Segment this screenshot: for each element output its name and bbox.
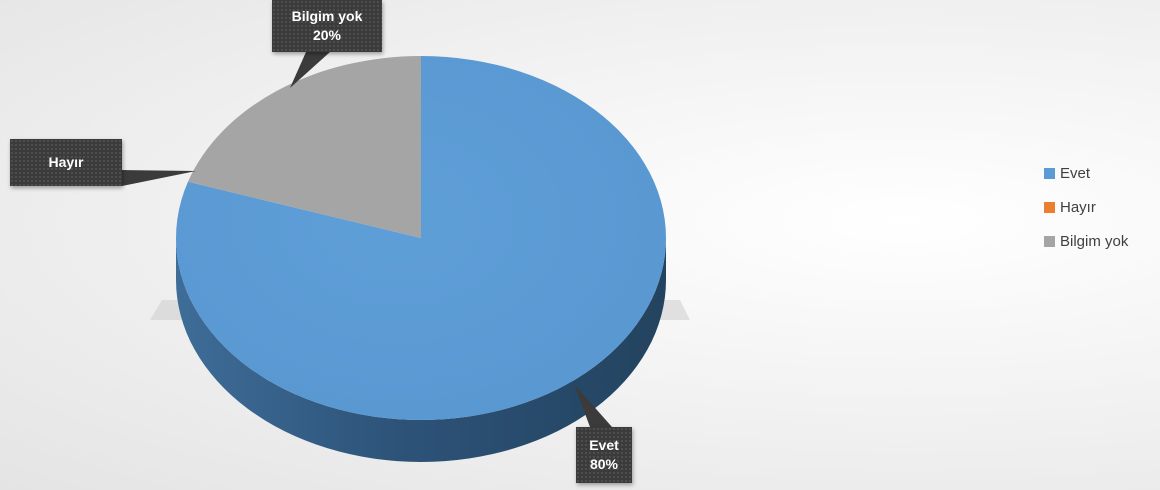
pie-sides <box>176 238 666 462</box>
legend-label-hayir: Hayır <box>1060 199 1096 216</box>
data-label-evet-category: Evet <box>589 437 619 453</box>
leader-line-bilgim-yok <box>290 52 330 88</box>
leader-line-hayir <box>122 170 196 186</box>
legend-item-bilgim-yok[interactable]: Bilgim yok <box>1044 232 1128 251</box>
legend-item-evet[interactable]: Evet <box>1044 164 1128 183</box>
legend-swatch-evet <box>1044 168 1055 179</box>
pie-slices <box>175 56 666 420</box>
data-label-evet: Evet 80% <box>576 427 632 483</box>
pie-side-evet <box>176 238 666 462</box>
data-label-hayir-category: Hayır <box>48 154 84 170</box>
pie-slice-bilgim-yok[interactable] <box>187 56 421 238</box>
data-label-bilgim-yok: Bilgim yok 20% <box>272 0 382 52</box>
legend-swatch-hayir <box>1044 202 1055 213</box>
data-label-evet-percent: 80% <box>589 456 619 472</box>
legend-label-bilgim-yok: Bilgim yok <box>1060 233 1129 250</box>
legend: Evet Hayır Bilgim yok <box>1044 164 1128 251</box>
data-label-bilgim-yok-category: Bilgim yok <box>291 8 363 24</box>
legend-item-hayir[interactable]: Hayır <box>1044 198 1128 217</box>
legend-swatch-bilgim-yok <box>1044 236 1055 247</box>
data-label-bilgim-yok-percent: 20% <box>312 27 342 43</box>
data-label-hayir: Hayır <box>10 139 122 186</box>
leader-line-evet <box>574 384 612 427</box>
legend-label-evet: Evet <box>1060 165 1091 182</box>
leader-lines <box>122 52 612 427</box>
